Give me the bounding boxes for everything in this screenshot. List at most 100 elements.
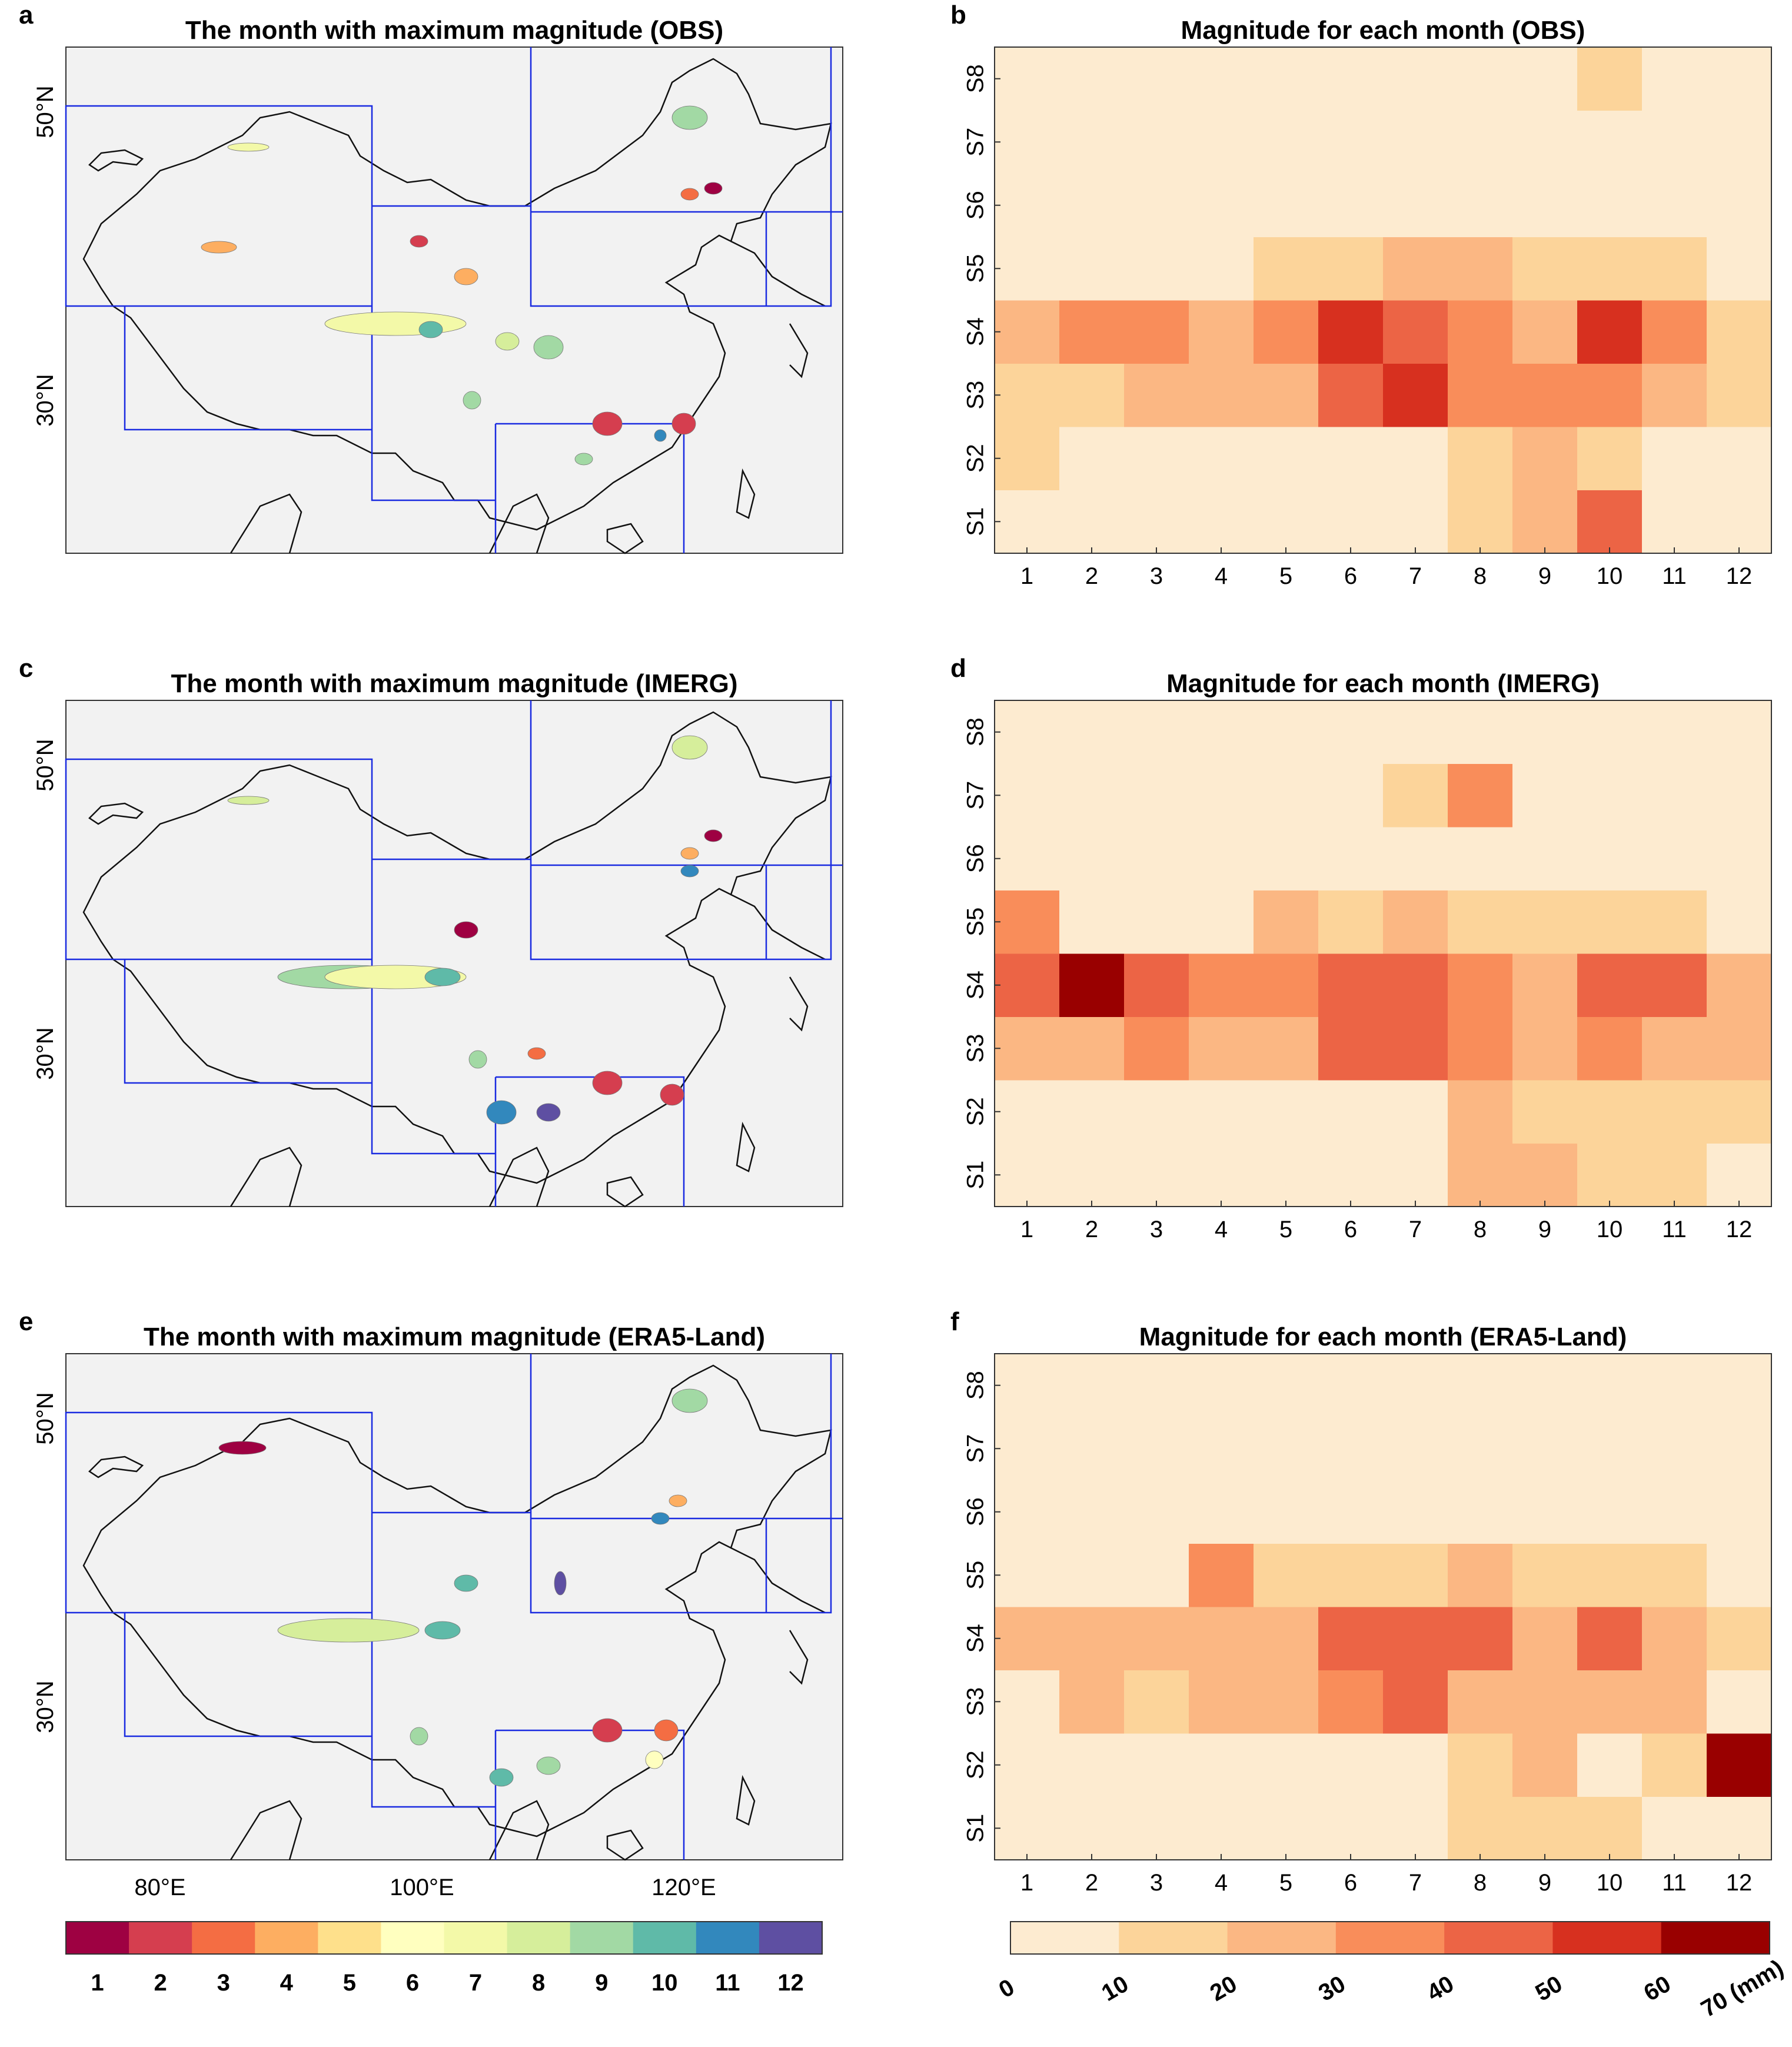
heatmap-cell [995, 953, 1060, 1017]
heatmap-cell [1577, 1417, 1643, 1481]
heatmap-cell [1642, 1080, 1707, 1144]
heatmap-cell [1577, 47, 1643, 111]
y-tick-label: S6 [963, 191, 989, 220]
basin-patch [680, 865, 699, 878]
month-legend-label: 1 [91, 1970, 104, 1996]
heatmap-cell [1512, 1670, 1578, 1734]
heatmap-cell [1318, 953, 1384, 1017]
basin-patch [671, 413, 696, 435]
heatmap-cell [1642, 110, 1707, 174]
heatmap-cell [1189, 1143, 1254, 1207]
heatmap-cell [1059, 1543, 1125, 1607]
x-tick-label: 6 [1344, 1870, 1357, 1896]
basin-patch [574, 453, 593, 466]
heatmap-cell [1318, 1543, 1384, 1607]
heatmap-cell [1318, 110, 1384, 174]
heatmap-cell [1318, 890, 1384, 954]
heatmap-cell [1254, 1670, 1319, 1734]
heatmap-cell [1707, 1417, 1772, 1481]
lat-label: 30°N [32, 1027, 58, 1079]
month-legend-label: 7 [469, 1970, 482, 1996]
heatmap-cell [995, 237, 1060, 301]
heatmap-cell [1512, 1016, 1578, 1081]
x-tick-label: 7 [1409, 1217, 1422, 1242]
panel-letter: e [19, 1307, 33, 1336]
heatmap-cell [1059, 763, 1125, 828]
heatmap-cell [1448, 174, 1513, 237]
basin-patch [671, 105, 708, 130]
month-legend-label: 9 [595, 1970, 608, 1996]
heatmap-cell [1577, 237, 1643, 301]
heatmap-cell [1124, 47, 1189, 111]
heatmap-cell [1383, 700, 1448, 764]
magnitude-legend-swatch [1335, 1922, 1445, 1954]
y-tick-label: S3 [963, 1034, 989, 1063]
y-tick-label: S1 [963, 1814, 989, 1843]
heatmap-cell [1448, 1417, 1513, 1481]
basin-patch [536, 1756, 561, 1775]
heatmap-cell [1124, 890, 1189, 954]
heatmap-cell [1254, 953, 1319, 1017]
lon-label: 80°E [134, 1875, 185, 1900]
heatmap-cell [1059, 174, 1125, 237]
heatmap-cell [1318, 1796, 1384, 1860]
heatmap-cell [1383, 890, 1448, 954]
heatmap-cell [1124, 1733, 1189, 1797]
heatmap-cell [1189, 1607, 1254, 1670]
heatmap-cell [1707, 1480, 1772, 1544]
heatmap-cell [1448, 427, 1513, 490]
heatmap-cell [1124, 1796, 1189, 1860]
heatmap-cell [1448, 1733, 1513, 1797]
basin-patch [277, 1618, 420, 1643]
y-tick-label: S6 [963, 844, 989, 873]
panel-title: Magnitude for each month (ERA5-Land) [1139, 1322, 1627, 1351]
heatmap-cell [1448, 827, 1513, 890]
heatmap-cell [1059, 1417, 1125, 1481]
heatmap-cell [1383, 174, 1448, 237]
heatmap-cell [1512, 827, 1578, 890]
heatmap-cell [1383, 953, 1448, 1017]
heatmap-cell [1189, 363, 1254, 427]
y-tick-label: S2 [963, 1750, 989, 1779]
x-tick-label: 7 [1409, 563, 1422, 589]
heatmap-cell [1707, 47, 1772, 111]
heatmap-cell [1448, 1143, 1513, 1207]
heatmap-cell [1254, 1607, 1319, 1670]
heatmap-cell [1512, 110, 1578, 174]
heatmap-cell [1512, 953, 1578, 1017]
heatmap-cell [1707, 1733, 1772, 1797]
heatmap-cell [1512, 300, 1578, 364]
heatmap-cell [1577, 1354, 1643, 1417]
heatmap-cell [995, 490, 1060, 554]
month-legend-swatch [318, 1922, 381, 1954]
y-tick-label: S7 [963, 781, 989, 810]
heatmap-cell [1577, 427, 1643, 490]
x-tick-label: 3 [1150, 1870, 1163, 1896]
basin-patch [527, 1047, 546, 1060]
heatmap-cell [1707, 1354, 1772, 1417]
heatmap-cell [1318, 1354, 1384, 1417]
magnitude-legend-tick: 40 [1422, 1971, 1458, 2006]
heatmap-cell [1189, 237, 1254, 301]
y-tick-label: S2 [963, 1097, 989, 1126]
lat-label: 30°N [32, 374, 58, 426]
heatmap-cell [995, 827, 1060, 890]
heatmap-cell [1189, 490, 1254, 554]
map-frame [65, 1353, 843, 1860]
heatmap-cell [1512, 47, 1578, 111]
basin-patch [424, 1621, 461, 1640]
month-legend-label: 6 [406, 1970, 419, 1996]
heatmap-cell [1124, 953, 1189, 1017]
y-tick-label: S4 [963, 317, 989, 346]
heatmap-cell [995, 363, 1060, 427]
heatmap-cell [1642, 174, 1707, 237]
heatmap-cell [995, 700, 1060, 764]
panel-letter: b [950, 1, 966, 29]
heatmap-cell [1707, 1143, 1772, 1207]
basin-patch [218, 1441, 267, 1455]
x-tick-label: 2 [1085, 1217, 1098, 1242]
heatmap-cell [1059, 1607, 1125, 1670]
heatmap-cell [1383, 237, 1448, 301]
basin-patch [671, 1388, 708, 1413]
